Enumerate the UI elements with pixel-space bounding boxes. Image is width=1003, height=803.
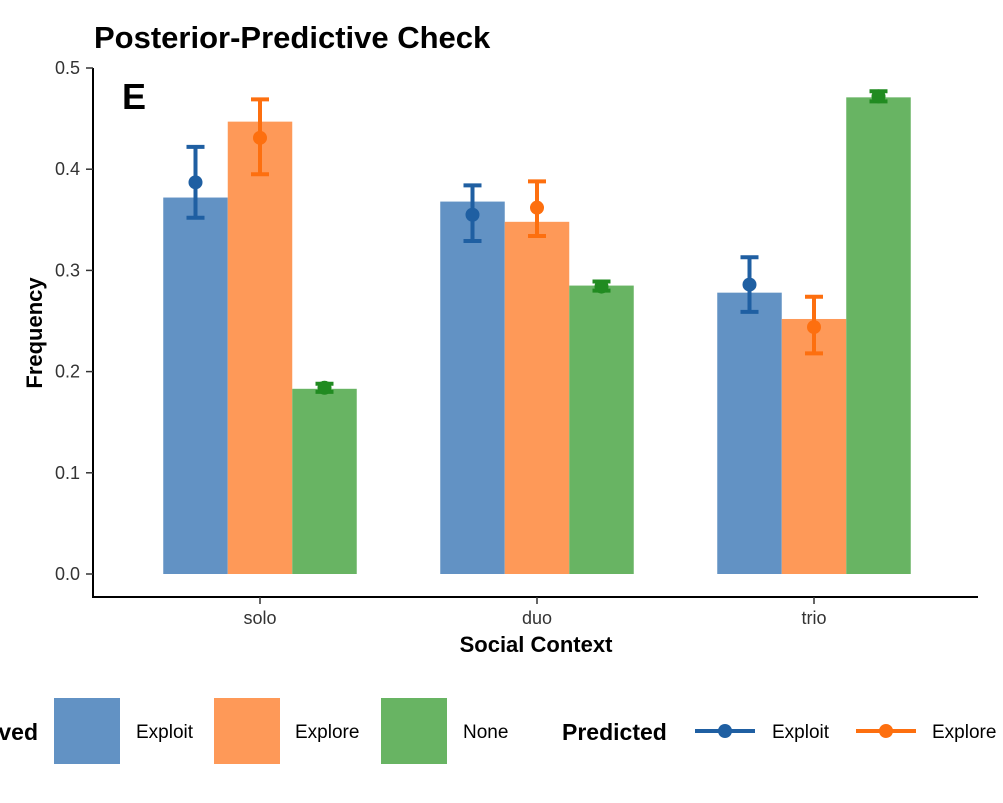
bar-trio-none <box>846 97 911 574</box>
predicted-trio-exploit <box>740 255 759 314</box>
legend-observed-label-explore: Explore <box>295 722 359 743</box>
y-tick-label: 0.4 <box>55 159 80 179</box>
x-axis-title: Social Context <box>460 632 613 657</box>
predicted-duo-exploit <box>463 183 482 244</box>
legend-predicted-key-exploit <box>695 724 755 738</box>
bar-solo-exploit <box>163 197 228 575</box>
predicted-trio-none <box>869 89 888 104</box>
panel-label: E <box>122 76 146 117</box>
legend-predicted-label-exploit: Exploit <box>772 722 830 743</box>
predicted-duo-none <box>592 279 611 294</box>
legend-observed-title: ved <box>0 719 38 745</box>
x-tick-label: trio <box>801 608 826 628</box>
legend-predicted-key-explore <box>856 724 916 738</box>
legend-observed-swatch-exploit <box>54 698 120 764</box>
predicted-solo-exploit <box>186 144 205 220</box>
bar-solo-explore <box>227 121 293 574</box>
legend-observed-label-exploit: Exploit <box>136 722 194 743</box>
y-tick-label: 0.3 <box>55 260 80 280</box>
predicted-duo-explore <box>528 179 546 238</box>
y-tick-label: 0.1 <box>55 463 80 483</box>
y-tick-label: 0.0 <box>55 564 80 584</box>
legend: ved Exploit Explore None Predicted Exploit… <box>0 698 996 764</box>
predicted-solo-explore <box>251 97 269 177</box>
bar-duo-exploit <box>440 201 505 574</box>
bar-trio-exploit <box>717 292 782 574</box>
bar-solo-none <box>292 388 357 574</box>
x-tick-label: solo <box>243 608 276 628</box>
legend-predicted-title: Predicted <box>562 719 667 745</box>
chart-title: Posterior-Predictive Check <box>94 20 491 55</box>
predicted-trio-explore <box>805 294 823 356</box>
legend-observed-swatch-none <box>381 698 447 764</box>
bar-trio-explore <box>781 318 847 574</box>
legend-observed-items: Exploit Explore None <box>54 698 508 764</box>
bar-duo-explore <box>504 221 570 574</box>
y-tick-label: 0.2 <box>55 362 80 382</box>
x-tick-label: duo <box>522 608 552 628</box>
y-axis-title: Frequency <box>22 277 47 389</box>
legend-observed-label-none: None <box>463 722 508 743</box>
legend-predicted-items: Exploit Explore <box>695 722 996 743</box>
bars-group <box>163 97 911 575</box>
y-tick-label: 0.5 <box>55 58 80 78</box>
y-ticks-group: 0.0 0.1 0.2 0.3 0.4 0.5 <box>55 58 93 584</box>
bar-duo-none <box>569 285 634 574</box>
x-ticks-group: solo duo trio <box>243 597 827 628</box>
predicted-solo-none <box>315 380 334 395</box>
legend-observed-swatch-explore <box>214 698 280 764</box>
predicted-errorbars-group <box>186 89 888 395</box>
legend-predicted-label-explore: Explore <box>932 722 996 743</box>
